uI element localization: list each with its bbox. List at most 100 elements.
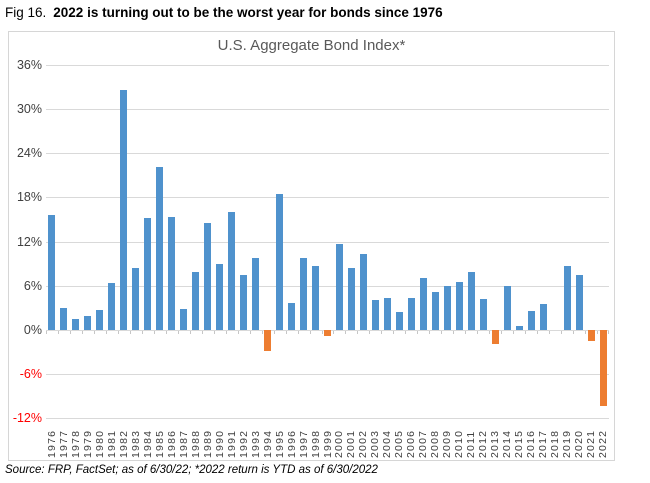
x-axis-label-1986: 1986 [165, 429, 178, 458]
bar-1983 [132, 267, 140, 330]
chart-title: U.S. Aggregate Bond Index* [217, 37, 406, 54]
x-axis-tick [573, 330, 575, 334]
x-axis-tick [189, 330, 191, 334]
bar-1986 [168, 217, 176, 330]
bar-2006 [407, 298, 415, 330]
bar-1985 [156, 167, 164, 330]
x-axis-label-1977: 1977 [57, 429, 70, 458]
gridline--12% [46, 418, 609, 419]
x-axis-tick [501, 330, 503, 334]
x-axis-label-1981: 1981 [105, 429, 118, 458]
y-axis-label-6%: 6% [23, 278, 42, 293]
figure-heading: Fig 16. 2022 is turning out to be the wor… [5, 5, 443, 20]
x-axis-tick [345, 330, 347, 334]
bar-1997 [300, 258, 308, 330]
bar-2021 [587, 329, 595, 341]
x-axis-tick [117, 330, 119, 334]
x-axis-tick [213, 330, 215, 334]
x-axis-tick [513, 330, 515, 334]
bar-1979 [84, 315, 92, 330]
bar-1984 [144, 217, 152, 330]
x-axis-label-2002: 2002 [357, 429, 370, 458]
bar-1988 [192, 271, 200, 330]
x-axis-label-1980: 1980 [93, 429, 106, 458]
x-axis-label-1988: 1988 [189, 429, 202, 458]
x-axis-tick [69, 330, 71, 334]
x-axis-label-2004: 2004 [381, 429, 394, 458]
bar-2000 [335, 244, 343, 330]
x-axis-tick [165, 330, 167, 334]
x-axis-label-2010: 2010 [453, 429, 466, 458]
y-axis-label-0%: 0% [23, 322, 42, 337]
x-axis-label-2005: 2005 [393, 429, 406, 458]
x-axis-label-1990: 1990 [213, 429, 226, 458]
x-axis-tick [333, 330, 335, 334]
x-axis-tick [465, 330, 467, 334]
x-axis-tick [309, 330, 311, 334]
figure-number: Fig 16. [5, 5, 47, 20]
bar-1993 [252, 257, 260, 330]
x-axis-label-1992: 1992 [237, 429, 250, 458]
bar-2014 [503, 285, 511, 330]
x-axis-tick [201, 330, 203, 334]
x-axis-tick [525, 330, 527, 334]
x-axis-tick [273, 330, 275, 334]
x-axis-tick [477, 330, 479, 334]
y-axis-label-30%: 30% [16, 102, 42, 117]
x-axis-label-1984: 1984 [141, 429, 154, 458]
x-axis-label-2018: 2018 [549, 429, 562, 458]
x-axis-label-1982: 1982 [117, 429, 130, 458]
x-axis-label-2019: 2019 [561, 429, 574, 458]
x-axis-label-1998: 1998 [309, 429, 322, 458]
y-axis-label-12%: 12% [16, 234, 42, 249]
x-axis-tick [177, 330, 179, 334]
x-axis-label-1993: 1993 [249, 429, 262, 458]
x-axis-tick [93, 330, 95, 334]
x-axis-label-1995: 1995 [273, 429, 286, 458]
x-axis-tick [297, 330, 299, 334]
bar-2020 [575, 274, 583, 330]
source-note: Source: FRP, FactSet; as of 6/30/22; *20… [5, 464, 378, 476]
gridline-18% [46, 197, 609, 199]
x-axis-label-2000: 2000 [333, 429, 346, 458]
bar-1981 [108, 283, 116, 330]
x-axis-tick [261, 330, 263, 334]
x-axis-label-1997: 1997 [297, 429, 310, 458]
x-axis-label-2011: 2011 [465, 430, 478, 458]
x-axis-tick [225, 330, 227, 334]
figure-title: 2022 is turning out to be the worst year… [53, 5, 443, 20]
bar-2003 [371, 299, 379, 330]
x-axis-label-2020: 2020 [573, 429, 586, 458]
bar-1992 [240, 275, 248, 330]
bar-1998 [312, 265, 320, 330]
x-axis-label-1978: 1978 [69, 429, 82, 458]
x-axis-label-2021: 2021 [585, 429, 598, 458]
bar-1989 [204, 223, 212, 330]
bar-1999 [324, 329, 331, 336]
x-axis-label-2001: 2001 [345, 429, 358, 458]
x-axis-tick [46, 330, 47, 334]
y-axis-label-18%: 18% [16, 190, 42, 205]
bar-1991 [228, 212, 236, 330]
x-axis-label-2015: 2015 [513, 429, 526, 458]
bar-2016 [527, 310, 535, 330]
x-axis-tick [585, 330, 587, 334]
x-axis-tick [453, 330, 455, 334]
chart-container: U.S. Aggregate Bond Index* 36% 30% 24% 18% 1… [8, 31, 615, 461]
x-axis-label-2017: 2017 [537, 429, 550, 458]
bar-1978 [72, 319, 80, 330]
x-axis-tick [489, 330, 491, 334]
bar-1987 [180, 309, 188, 330]
bar-2005 [395, 312, 403, 330]
x-axis-tick [393, 330, 395, 334]
x-axis-label-2013: 2013 [489, 429, 502, 458]
x-axis-label-1996: 1996 [285, 429, 298, 458]
bar-2011 [467, 272, 475, 330]
x-axis-label-2006: 2006 [405, 429, 418, 458]
x-axis-tick [441, 330, 443, 334]
bar-2022 [599, 329, 607, 406]
gridline--6% [46, 373, 609, 375]
x-axis-tick [561, 330, 563, 334]
x-axis-tick [57, 330, 59, 334]
